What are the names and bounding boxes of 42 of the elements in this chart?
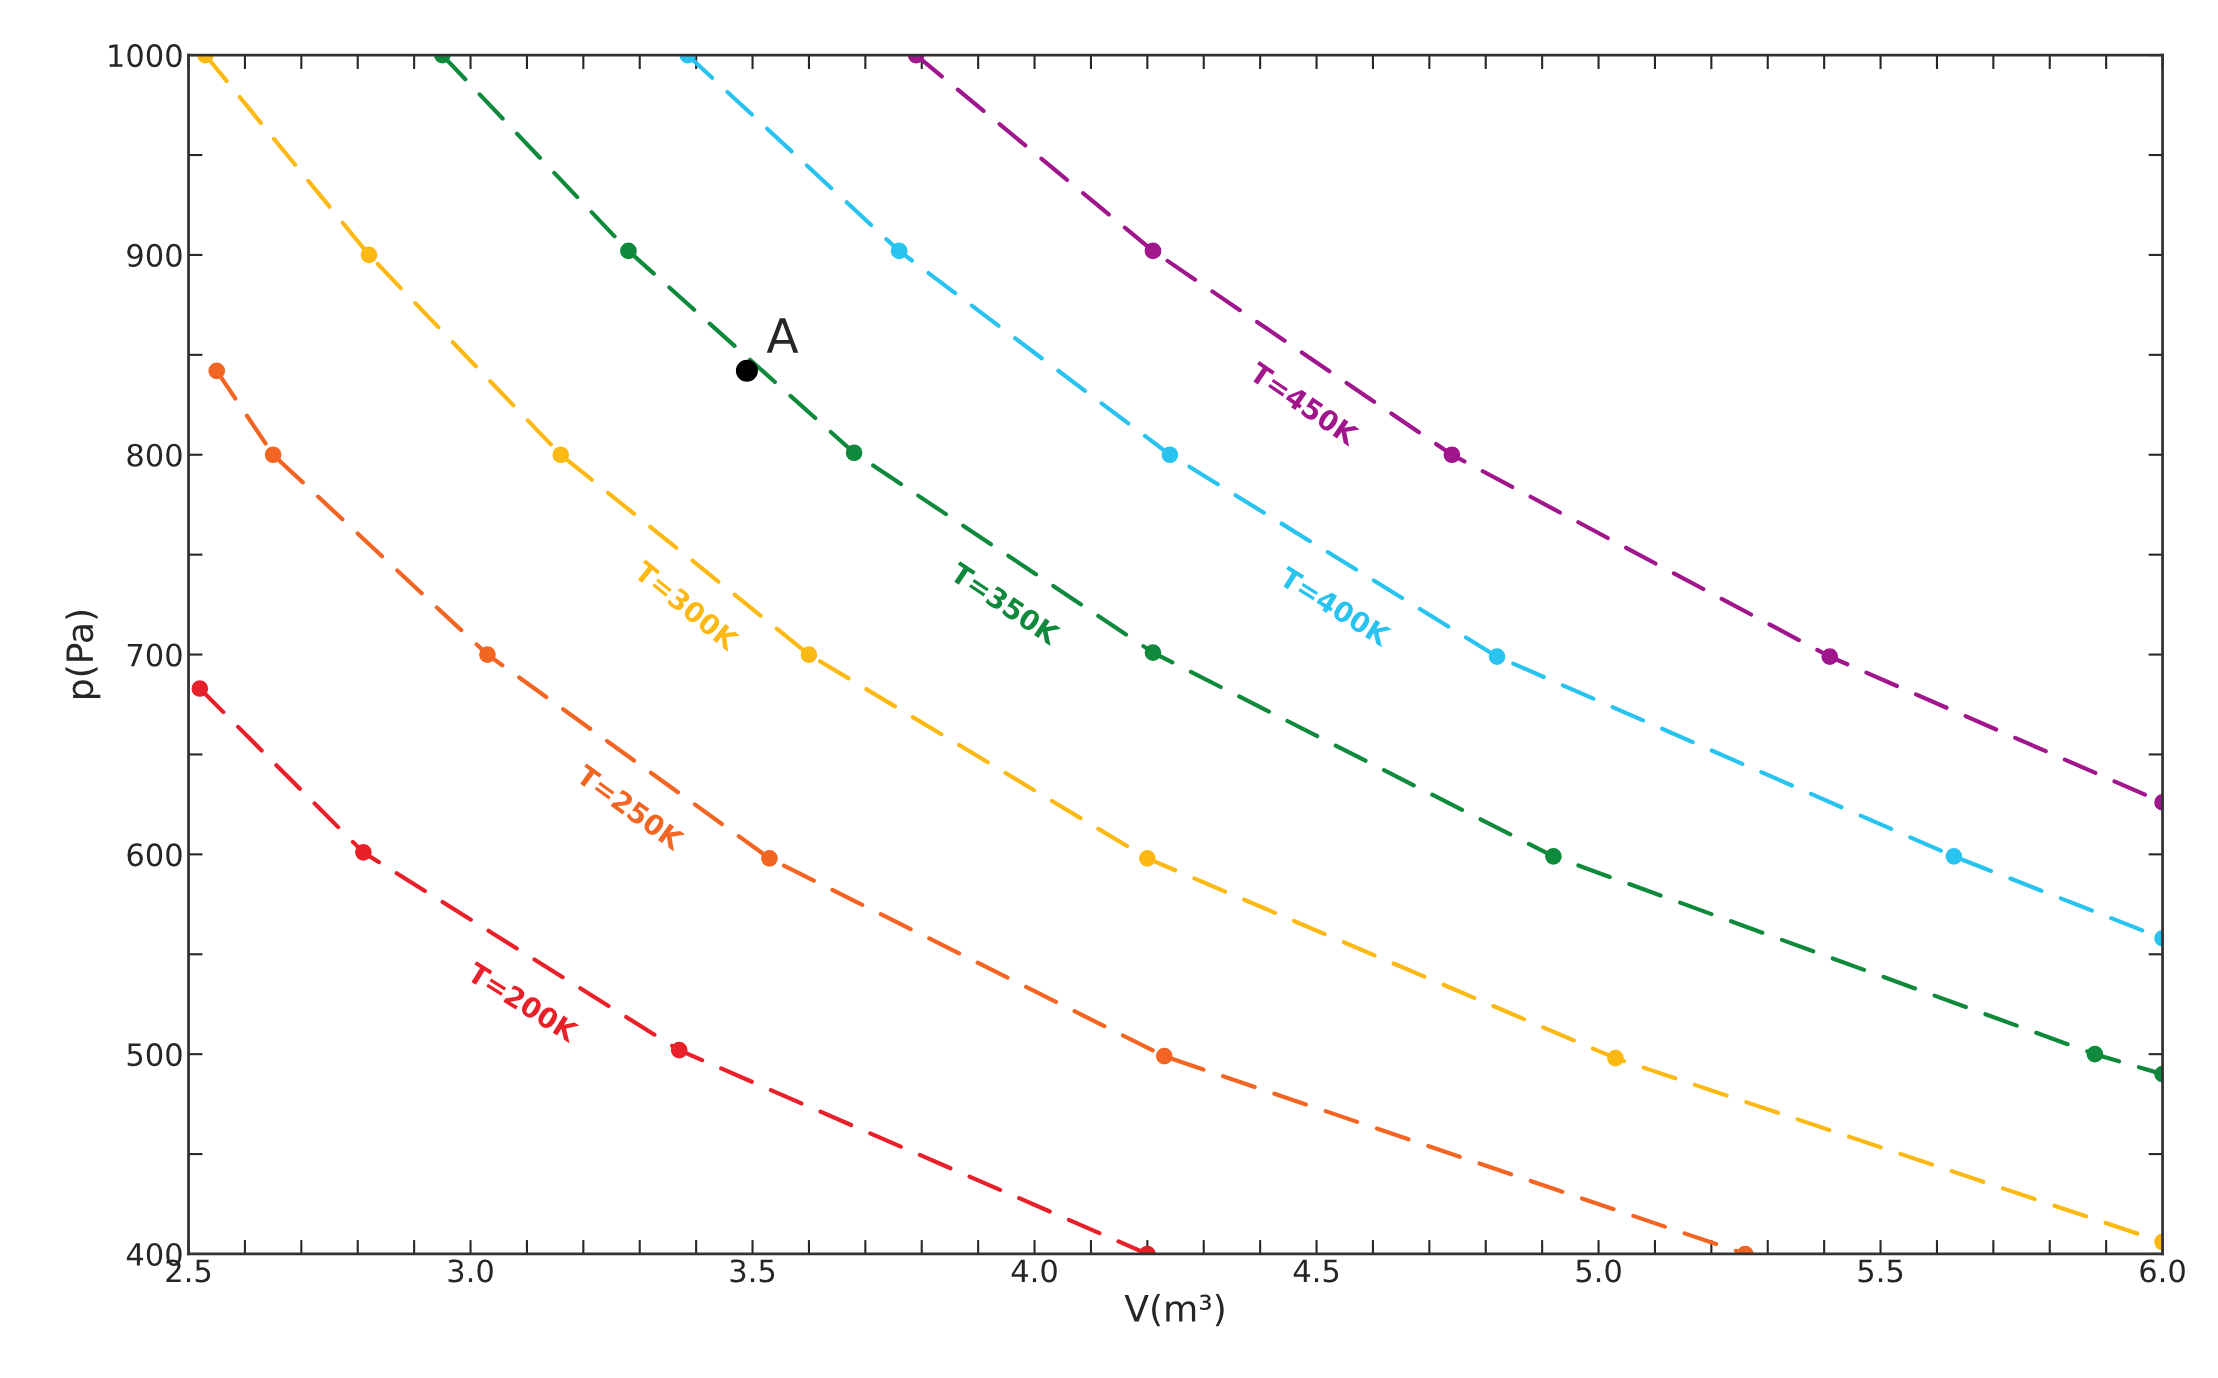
y-tick-label: 1000 (109, 44, 182, 68)
point (1821, 648, 1839, 665)
x-tick-label: 6.0 (2140, 1259, 2185, 1283)
x-tick-label: 3.5 (730, 1259, 775, 1283)
y-tick-label: 700 (127, 643, 182, 667)
point (479, 646, 496, 663)
y-tick-label: 600 (127, 843, 182, 867)
x-tick-label: 3.0 (448, 1259, 493, 1283)
point (355, 844, 372, 861)
x-axis-title: V(m³) (1124, 1294, 1224, 1327)
point (735, 359, 758, 382)
point (890, 242, 908, 260)
point (2086, 1045, 2104, 1063)
y-tick-label: 900 (127, 243, 182, 267)
point (360, 246, 378, 264)
point (1161, 446, 1179, 464)
point (208, 362, 226, 380)
point (1139, 850, 1156, 867)
point (1545, 848, 1562, 865)
point (1155, 1047, 1173, 1065)
x-tick-label: 5.0 (1576, 1259, 1621, 1283)
point (1488, 648, 1506, 665)
point (1443, 446, 1461, 464)
point (1144, 644, 1162, 661)
point (800, 646, 818, 663)
point (670, 1041, 688, 1059)
point (552, 446, 570, 464)
y-axis-title: p(Pa) (65, 610, 101, 698)
y-tick-label: 500 (127, 1043, 182, 1067)
x-tick-label: 4.0 (1011, 1259, 1057, 1283)
x-tick-label: 5.5 (1858, 1259, 1903, 1283)
point (1144, 242, 1162, 260)
annotation: A (766, 318, 799, 353)
point (620, 242, 637, 260)
point (1607, 1049, 1624, 1067)
point (264, 446, 282, 464)
point (1945, 848, 1963, 865)
x-tick-label: 4.5 (1293, 1259, 1339, 1283)
point (845, 444, 863, 462)
y-tick-label: 800 (127, 443, 182, 467)
point (191, 680, 209, 697)
point (761, 850, 778, 867)
